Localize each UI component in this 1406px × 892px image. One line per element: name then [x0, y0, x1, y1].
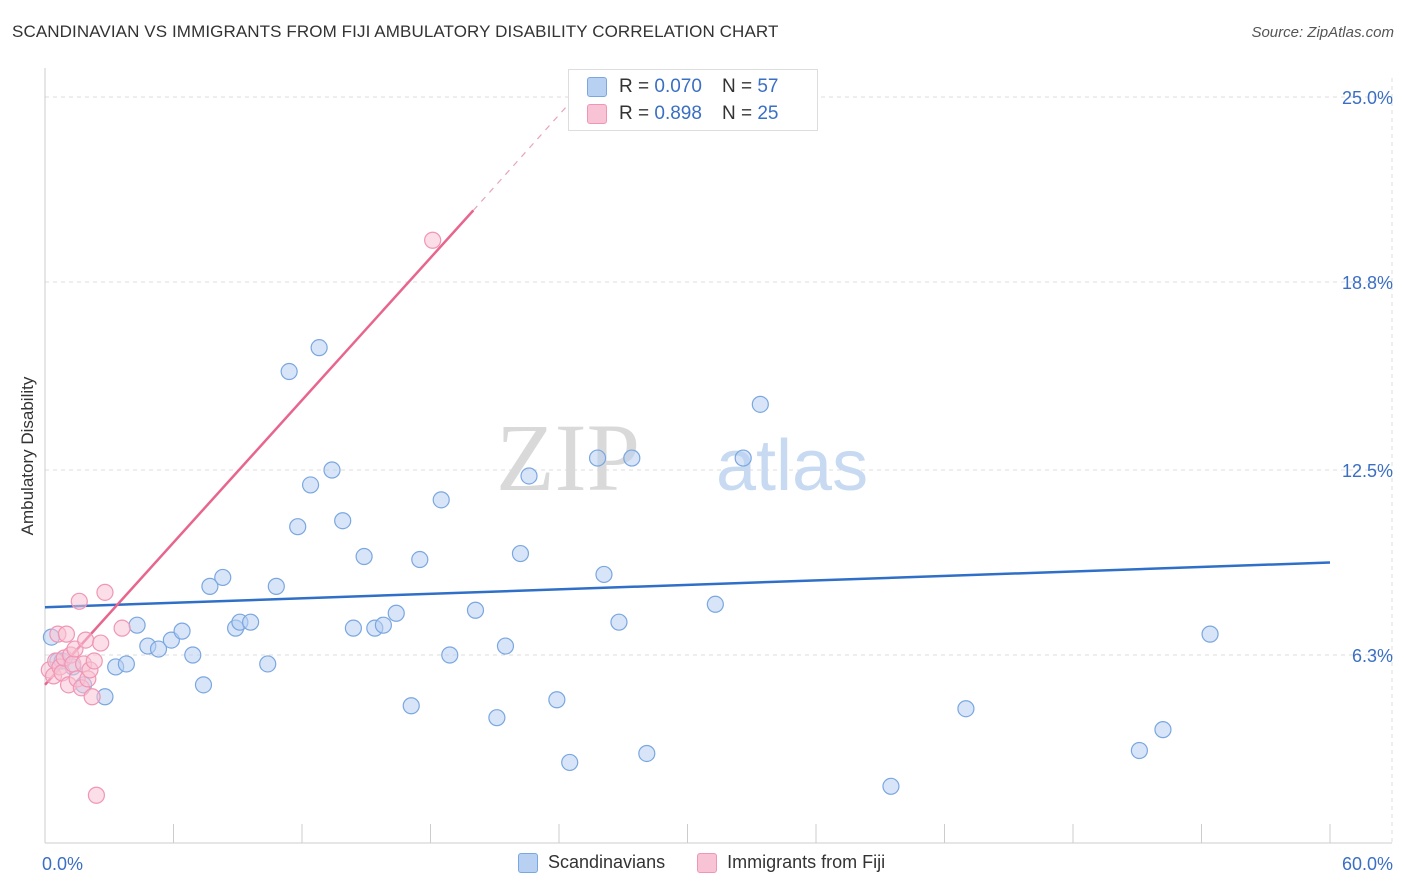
data-point	[374, 616, 392, 634]
data-point	[734, 449, 752, 467]
data-point	[113, 619, 131, 637]
grid-lines	[45, 78, 1393, 843]
legend-swatch-pink	[587, 104, 607, 124]
data-point	[267, 577, 285, 595]
r-label: R =	[619, 103, 650, 124]
data-point	[623, 449, 641, 467]
data-point	[466, 601, 485, 619]
legend-label: Scandinavians	[548, 852, 666, 872]
data-point	[402, 697, 420, 715]
y-tick-label: 18.8%	[1342, 273, 1393, 293]
data-point	[334, 512, 352, 530]
data-point	[289, 518, 307, 536]
x-tick-label: 0.0%	[42, 854, 83, 874]
data-point	[511, 544, 530, 563]
data-point	[194, 676, 213, 694]
data-point	[310, 339, 328, 357]
data-point	[424, 231, 442, 249]
data-point	[561, 753, 579, 772]
data-point	[1154, 721, 1172, 739]
r-value: 0.070	[654, 76, 702, 97]
data-point	[77, 631, 95, 649]
chart-title: SCANDINAVIAN VS IMMIGRANTS FROM FIJI AMB…	[12, 22, 779, 41]
data-point	[117, 655, 135, 673]
data-point	[149, 640, 168, 658]
r-label: R =	[619, 76, 650, 97]
trend-line-fiji	[44, 209, 475, 686]
data-point	[441, 646, 459, 664]
n-label: N =	[721, 103, 753, 124]
x-tick-label: 60.0%	[1342, 854, 1393, 874]
data-point	[610, 613, 628, 631]
data-point	[387, 604, 405, 622]
data-point	[496, 637, 515, 655]
data-point	[301, 476, 320, 494]
data-point	[432, 491, 450, 509]
legend-label: Immigrants from Fiji	[727, 852, 886, 872]
data-point	[1130, 741, 1148, 760]
y-tick-label: 12.5%	[1342, 461, 1393, 481]
y-tick-label: 25.0%	[1342, 88, 1393, 108]
data-point	[57, 625, 76, 643]
data-point	[242, 613, 260, 631]
data-point	[751, 395, 769, 413]
trend-line-scandinavians	[44, 561, 1331, 609]
watermark-zip: ZIP	[496, 404, 640, 511]
y-axis-label: Ambulatory Disability	[18, 376, 37, 536]
data-point	[87, 786, 106, 804]
legend-swatch-blue	[587, 77, 607, 97]
data-point	[355, 547, 373, 566]
data-point	[85, 652, 103, 670]
series-legend: Scandinavians Immigrants from Fiji	[518, 852, 917, 873]
data-point	[488, 709, 506, 727]
legend-item-fiji: Immigrants from Fiji	[697, 852, 885, 873]
n-label: N =	[721, 76, 753, 97]
data-point	[638, 744, 656, 763]
legend-row-scandinavians: R = 0.070 N = 57	[587, 75, 778, 99]
data-point	[259, 655, 277, 673]
data-point	[520, 467, 538, 485]
data-point	[70, 592, 88, 610]
data-point	[214, 568, 232, 587]
legend-item-scandinavians: Scandinavians	[518, 852, 665, 873]
data-point	[92, 634, 110, 652]
data-points	[40, 231, 1219, 804]
data-point	[1201, 625, 1219, 643]
n-value: 25	[757, 103, 779, 124]
data-point	[96, 583, 114, 601]
data-point	[411, 550, 429, 569]
legend-swatch-pink	[697, 852, 718, 873]
data-point	[83, 688, 101, 706]
data-point	[323, 461, 341, 479]
y-tick-label: 6.3%	[1352, 646, 1393, 666]
legend-swatch-blue	[518, 852, 538, 873]
n-value: 57	[757, 76, 779, 97]
data-point	[344, 619, 362, 637]
trend-extension-fiji	[472, 90, 581, 211]
data-point	[128, 616, 146, 634]
watermark: ZIP atlas	[496, 404, 868, 511]
axes	[44, 68, 1392, 844]
watermark-atlas: atlas	[716, 426, 868, 506]
legend-row-fiji: R = 0.898 N = 25	[587, 102, 778, 126]
data-point	[588, 449, 607, 467]
data-point	[595, 565, 613, 584]
data-point	[280, 362, 298, 381]
data-point	[957, 700, 975, 718]
data-point	[201, 577, 219, 595]
correlation-legend: R = 0.070 N = 57 R = 0.898 N = 25	[568, 69, 818, 131]
chart-source: Source: ZipAtlas.com	[1251, 24, 1394, 41]
tick-labels: 6.3% 12.5% 18.8% 25.0% 0.0% 60.0%	[42, 88, 1393, 874]
data-point	[184, 646, 202, 664]
trend-lines	[44, 90, 1331, 686]
data-point	[706, 595, 724, 613]
data-point	[173, 622, 191, 640]
r-value: 0.898	[654, 103, 702, 124]
data-point	[882, 777, 900, 795]
data-point	[548, 691, 566, 709]
